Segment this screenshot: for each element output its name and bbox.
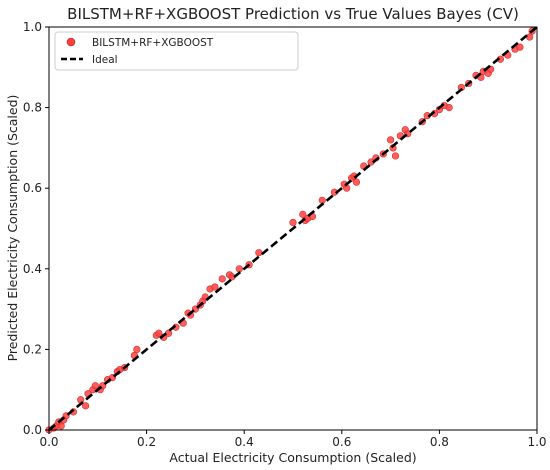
plot-area	[45, 25, 538, 434]
data-point	[91, 382, 99, 390]
data-point	[391, 152, 400, 160]
legend-label-scatter: BILSTM+RF+XGBOOST	[92, 37, 214, 49]
x-axis-label: Actual Electricity Consumption (Scaled)	[169, 450, 416, 465]
legend-label-ideal: Ideal	[92, 54, 118, 66]
x-tick-label: 0.0	[39, 435, 58, 449]
x-axis-ticks: 0.0 0.2 0.4 0.6 0.8 1.0	[39, 430, 547, 449]
y-tick-label: 0.0	[23, 423, 42, 437]
y-tick-label: 1.0	[23, 20, 42, 34]
data-point	[211, 283, 219, 291]
data-point	[255, 249, 263, 257]
data-point	[352, 178, 361, 186]
data-point	[77, 396, 85, 404]
plot-frame	[48, 26, 538, 431]
data-point	[81, 402, 90, 410]
legend-box	[54, 31, 299, 71]
y-tick-label: 0.4	[23, 262, 42, 276]
x-tick-label: 1.0	[527, 435, 546, 449]
y-tick-label: 0.6	[23, 181, 42, 195]
legend-marker-scatter	[66, 37, 76, 47]
data-point	[387, 136, 395, 144]
y-tick-label: 0.2	[23, 342, 42, 356]
data-point	[299, 210, 307, 218]
x-tick-label: 0.2	[137, 435, 156, 449]
y-axis-label: Predicted Electricity Consumption (Scale…	[5, 95, 20, 362]
x-tick-label: 0.8	[430, 435, 449, 449]
data-point	[516, 43, 524, 51]
data-point	[526, 33, 534, 41]
ideal-line	[48, 25, 538, 432]
y-tick-label: 0.8	[23, 101, 42, 115]
data-point	[343, 184, 351, 192]
data-point	[445, 103, 453, 112]
data-point	[289, 218, 297, 227]
legend: BILSTM+RF+XGBOOST Ideal	[54, 31, 299, 71]
data-point	[133, 345, 141, 354]
chart-title: BILSTM+RF+XGBOOST Prediction vs True Val…	[67, 5, 519, 23]
x-tick-label: 0.4	[235, 435, 254, 449]
data-point	[318, 196, 326, 204]
data-point	[57, 422, 65, 430]
data-point	[235, 265, 243, 273]
data-point	[155, 329, 163, 337]
data-point	[218, 275, 226, 283]
y-axis-ticks: 0.0 0.2 0.4 0.6 0.8 1.0	[23, 20, 49, 437]
x-tick-label: 0.6	[332, 435, 351, 449]
